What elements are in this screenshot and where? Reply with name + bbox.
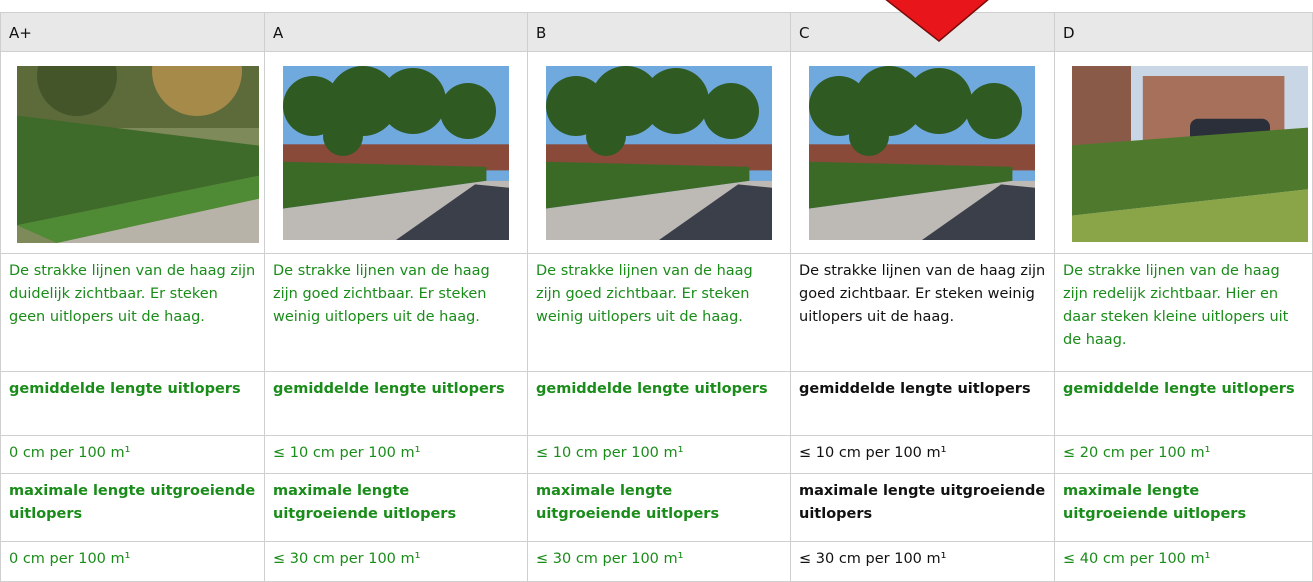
avg-value: ≤ 20 cm per 100 m¹ (1055, 436, 1313, 474)
hedge-photo (1072, 66, 1308, 242)
avg-label: gemiddelde lengte uitlopers (0, 372, 265, 436)
description: De strakke lijnen van de haag zijn goed … (528, 254, 791, 372)
photo-cell (528, 52, 791, 254)
grade-header: A (265, 12, 528, 52)
red-arrow (885, 0, 989, 42)
hedge-photo (283, 66, 509, 240)
hedge-photo (546, 66, 772, 240)
max-value: ≤ 30 cm per 100 m¹ (791, 542, 1055, 582)
avg-label: gemiddelde lengte uitlopers (528, 372, 791, 436)
avg-label: gemiddelde lengte uitlopers (791, 372, 1055, 436)
photo-cell (265, 52, 528, 254)
max-label: maximale lengte uitgroeiende uitlopers (0, 474, 265, 542)
description: De strakke lijnen van de haag zijn goed … (265, 254, 528, 372)
avg-value: 0 cm per 100 m¹ (0, 436, 265, 474)
hedge-photo (809, 66, 1035, 240)
max-value: ≤ 30 cm per 100 m¹ (265, 542, 528, 582)
photo-cell (791, 52, 1055, 254)
description: De strakke lijnen van de haag zijn goed … (791, 254, 1055, 372)
grade-header: B (528, 12, 791, 52)
hedge-photo (17, 66, 259, 243)
max-label: maximale lengte uitgroeiende uitlopers (528, 474, 791, 542)
max-value: ≤ 40 cm per 100 m¹ (1055, 542, 1313, 582)
grade-header: D (1055, 12, 1313, 52)
max-value: 0 cm per 100 m¹ (0, 542, 265, 582)
photo-cell (1055, 52, 1313, 254)
avg-value: ≤ 10 cm per 100 m¹ (528, 436, 791, 474)
max-value: ≤ 30 cm per 100 m¹ (528, 542, 791, 582)
avg-value: ≤ 10 cm per 100 m¹ (791, 436, 1055, 474)
grade-header: A+ (0, 12, 265, 52)
max-label: maximale lengte uitgroeiende uitlopers (791, 474, 1055, 542)
avg-label: gemiddelde lengte uitlopers (265, 372, 528, 436)
description: De strakke lijnen van de haag zijn redel… (1055, 254, 1313, 372)
description: De strakke lijnen van de haag zijn duide… (0, 254, 265, 372)
avg-label: gemiddelde lengte uitlopers (1055, 372, 1313, 436)
avg-value: ≤ 10 cm per 100 m¹ (265, 436, 528, 474)
max-label: maximale lengte uitgroeiende uitlopers (1055, 474, 1313, 542)
max-label: maximale lengte uitgroeiende uitlopers (265, 474, 528, 542)
photo-cell (0, 52, 265, 254)
